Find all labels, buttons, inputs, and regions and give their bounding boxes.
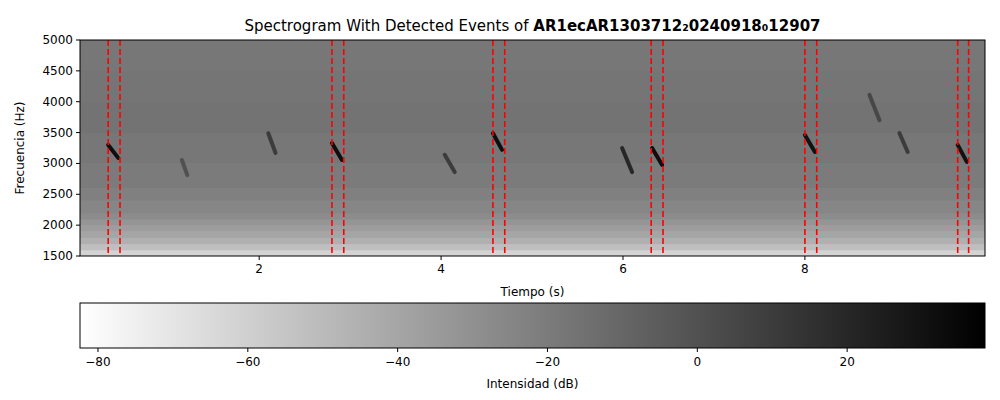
event-boundary [119,40,121,256]
colorbar [80,303,985,348]
call [805,135,815,152]
spectrogram-band [80,200,985,213]
event-boundary [650,40,652,256]
x-tick [259,256,260,260]
call [108,145,118,158]
colorbar-tick [247,348,248,352]
x-tick [441,256,442,260]
y-tick [76,101,80,102]
spectrogram-band [80,40,985,71]
y-tick-label: 4000 [42,95,73,109]
event-boundary [804,40,806,256]
frame [80,40,985,256]
y-tick-label: 2000 [42,218,73,232]
colorbar-label: Intensidad (dB) [486,377,578,391]
spectrogram-band [80,163,985,188]
colorbar-tick-label: −60 [235,355,260,369]
event-boundary [343,40,345,256]
colorbar-tick [847,348,848,352]
y-tick-label: 3000 [42,156,73,170]
title: Spectrogram With Detected Events of AR1e… [244,17,820,35]
x-axis-label: Tiempo (s) [500,285,565,299]
spectrogram-band [80,219,985,226]
spectrogram-band [80,250,985,256]
y-tick-label: 5000 [42,33,73,47]
y-tick [76,225,80,226]
chart: Spectrogram With Detected Events of AR1e… [0,0,1000,400]
y-tick [76,163,80,164]
colorbar-tick-label: −40 [385,355,410,369]
x-tick-label: 2 [255,262,263,276]
event-boundary [331,40,333,256]
event-boundary [504,40,506,256]
y-tick-label: 4500 [42,64,73,78]
call [445,155,455,172]
y-tick-label: 1500 [42,249,73,263]
y-axis-label: Frecuencia (Hz) [13,101,27,194]
call [869,95,879,120]
colorbar-tick [547,348,548,352]
x-tick-label: 8 [801,262,809,276]
call [900,133,908,152]
colorbar-tick [697,348,698,352]
y-tick [76,70,80,71]
call [332,143,342,160]
call [268,133,275,153]
spectrogram-band [80,225,985,232]
colorbar-tick-label: 20 [840,355,855,369]
spectrogram-band [80,244,985,251]
spectrogram-band [80,237,985,244]
event-boundary [107,40,109,256]
y-tick [76,132,80,133]
spectrogram-band [80,133,985,164]
call [182,160,187,175]
x-tick-label: 4 [437,262,445,276]
event-boundary [957,40,959,256]
colorbar-tick-label: −80 [85,355,110,369]
y-tick [76,194,80,195]
colorbar-tick-label: 0 [693,355,701,369]
spectrogram-band [80,231,985,238]
call [958,145,967,162]
colorbar-tick [97,348,98,352]
call [493,133,502,150]
call [652,148,662,165]
event-boundary [816,40,818,256]
spectrogram-band [80,213,985,220]
call [622,148,632,172]
plot-area [80,40,985,256]
colorbar-tick [397,348,398,352]
x-tick-label: 6 [619,262,627,276]
x-tick [623,256,624,260]
event-boundary [492,40,494,256]
y-tick [76,40,80,41]
colorbar-tick-label: −20 [535,355,560,369]
x-tick [804,256,805,260]
y-tick-label: 2500 [42,187,73,201]
spectrogram-band [80,71,985,102]
spectrogram-band [80,102,985,133]
y-tick-label: 3500 [42,126,73,140]
event-boundary [968,40,970,256]
event-boundary [662,40,664,256]
colorbar-frame [80,303,985,348]
spectrogram-band [80,188,985,201]
y-tick [76,256,80,257]
